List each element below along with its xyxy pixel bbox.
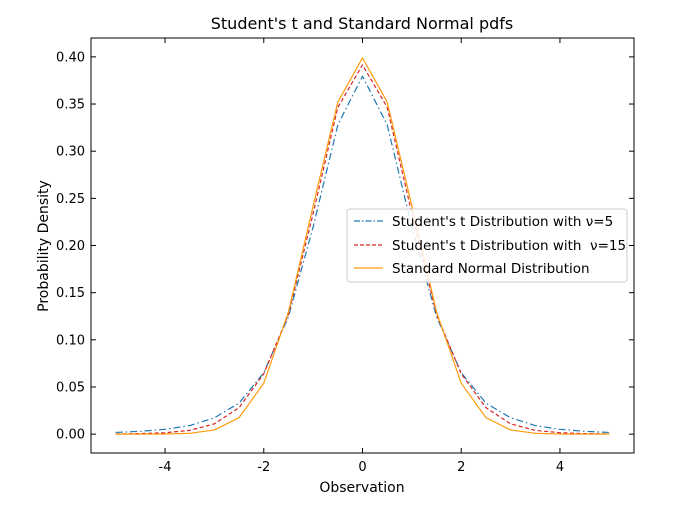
y-tick-label: 0.30 [56,145,85,160]
t5-curve [115,75,610,434]
y-tick-label: 0.40 [56,50,85,65]
legend-box [346,208,628,283]
x-tick-label: -4 [159,460,172,475]
legend-label-t5: Student's t Distribution with ν=5 [392,214,613,230]
y-tick-label: 0.15 [56,286,85,301]
y-tick-label: 0.35 [56,98,85,113]
x-axis-ticks: -4 -2 0 2 4 [159,38,564,475]
legend-label-normal: Standard Normal Distribution [392,261,590,277]
y-tick-label: 0.10 [56,333,85,348]
legend: Student's t Distribution with ν=5 Studen… [346,208,628,283]
x-axis-label: Observation [319,480,404,496]
y-axis-label: Probability Density [36,180,52,312]
x-tick-label: 2 [457,460,465,475]
x-tick-label: -2 [257,460,270,475]
t15-curve [115,64,610,435]
legend-label-t15: Student's t Distribution with ν=15 [392,238,626,254]
y-tick-label: 0.00 [56,428,85,443]
normal-curve [115,57,610,435]
plot-lines [115,57,610,435]
y-tick-label: 0.20 [56,239,85,254]
x-tick-label: 0 [358,460,366,475]
y-tick-label: 0.25 [56,192,85,207]
x-tick-label: 4 [556,460,564,475]
y-tick-label: 0.05 [56,380,85,395]
chart-title: Student's t and Standard Normal pdfs [211,14,513,33]
y-axis-ticks: 0.00 0.05 0.10 0.15 0.20 0.25 0.30 0.35 0.40 [56,50,634,443]
